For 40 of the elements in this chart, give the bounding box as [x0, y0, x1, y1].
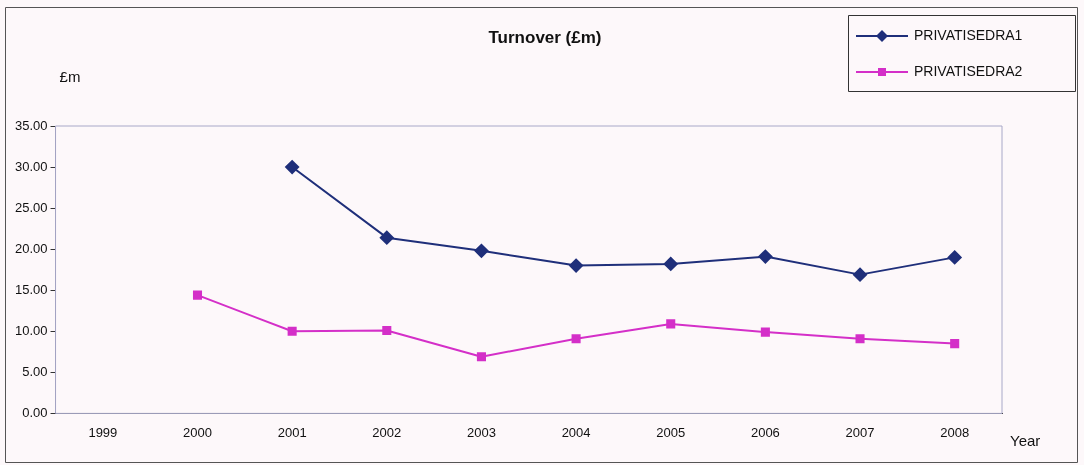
x-axis-title: Year: [1010, 431, 1041, 449]
y-tick-label: 5.00: [22, 363, 48, 379]
point: [950, 339, 960, 349]
x-tick-label: 2000: [183, 424, 212, 440]
y-axis-title: £m: [59, 68, 81, 86]
y-tick-label: 20.00: [14, 240, 48, 256]
y-tick-label: 10.00: [14, 322, 48, 338]
x-tick-label: 2008: [940, 424, 970, 440]
point: [760, 327, 770, 337]
point: [663, 256, 678, 271]
point: [571, 334, 581, 344]
point: [855, 334, 865, 344]
y-tick-label: 35.00: [14, 117, 48, 133]
x-tick-label: 2001: [277, 424, 307, 440]
point: [569, 258, 584, 273]
point: [758, 249, 773, 264]
legend-label: PRIVATISEDRA2: [914, 62, 1023, 79]
point: [474, 243, 489, 258]
x-tick-label: 2006: [750, 424, 780, 440]
x-tick-label: 2003: [466, 424, 496, 440]
legend-label: PRIVATISEDRA1: [914, 26, 1023, 43]
point: [947, 250, 962, 265]
x-tick-label: 2007: [845, 424, 875, 440]
x-tick-label: 2002: [372, 424, 402, 440]
point: [379, 230, 394, 245]
point: [192, 290, 203, 300]
point: [476, 352, 486, 362]
x-tick-label: 2005: [656, 424, 686, 440]
point: [382, 325, 392, 335]
chart-title: Turnover (£m): [488, 27, 602, 47]
y-tick-label: 0.00: [22, 404, 48, 420]
y-tick-label: 30.00: [14, 158, 48, 174]
point: [853, 267, 868, 282]
x-tick-label: 1999: [88, 424, 118, 440]
point: [285, 160, 300, 175]
x-tick-label: 2004: [561, 424, 591, 440]
point: [666, 319, 676, 329]
y-tick-label: 25.00: [14, 199, 48, 215]
point: [287, 326, 297, 336]
y-tick-label: 15.00: [14, 281, 48, 297]
